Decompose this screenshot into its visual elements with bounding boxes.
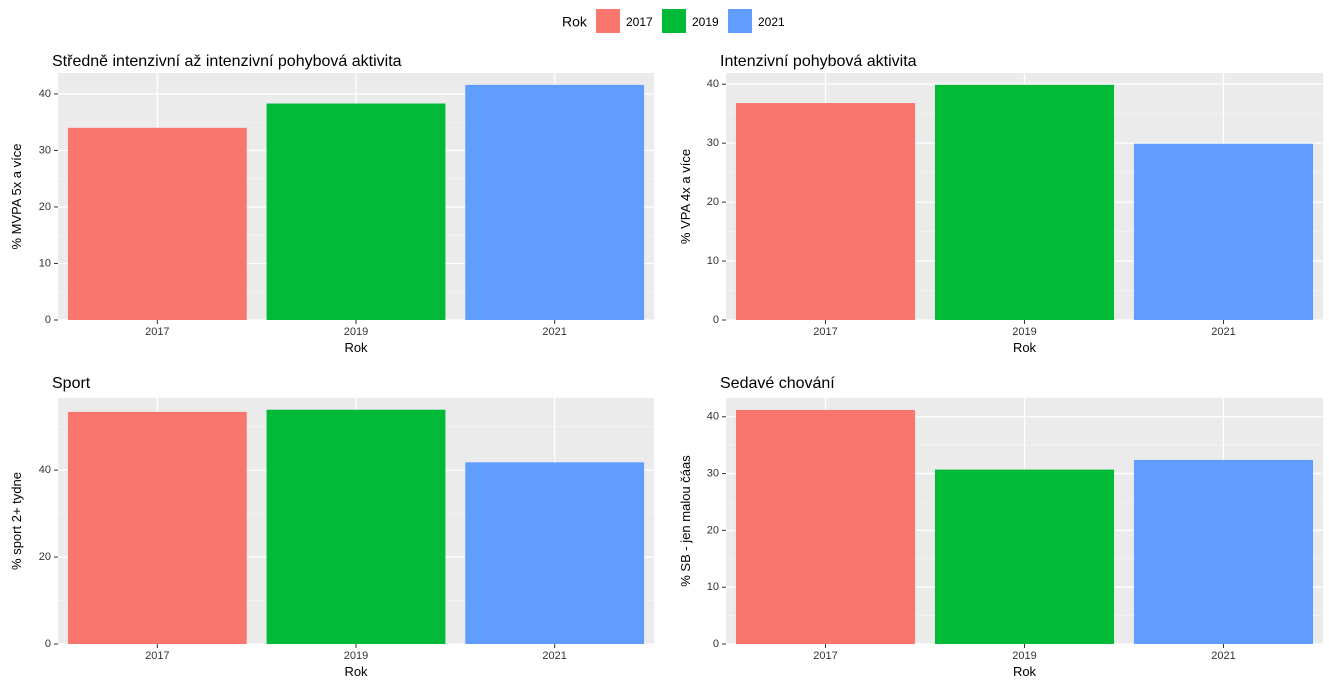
panel-title: Sedavé chování — [720, 375, 835, 392]
x-tick-label: 2019 — [344, 650, 368, 662]
y-tick-label: 0 — [45, 638, 51, 650]
x-tick-label: 2021 — [542, 326, 566, 338]
y-tick-label: 0 — [713, 314, 719, 326]
bar-2021 — [1133, 459, 1314, 644]
bar-2019 — [266, 409, 446, 644]
y-axis-title: % SB - jen malou čáas — [678, 455, 693, 587]
chart-panel-1: Středně intenzivní až intenzivní pohybov… — [9, 53, 654, 355]
y-tick-label: 40 — [39, 464, 51, 476]
bar-2017 — [67, 411, 247, 644]
x-axis-title: Rok — [344, 664, 368, 679]
legend-swatch-2017 — [596, 9, 620, 33]
bar-2019 — [934, 84, 1115, 320]
legend-swatch-2021 — [728, 9, 752, 33]
x-tick-label: 2021 — [1211, 650, 1235, 662]
bar-2021 — [1133, 143, 1314, 320]
x-axis-title: Rok — [1013, 664, 1037, 679]
panel-title: Intenzivní pohybová aktivita — [720, 53, 917, 70]
x-tick-label: 2017 — [813, 650, 837, 662]
bar-2021 — [465, 84, 645, 320]
x-tick-label: 2019 — [1012, 326, 1036, 338]
x-tick-label: 2019 — [1012, 650, 1036, 662]
y-axis-title: % VPA 4x a více — [678, 149, 693, 244]
legend: Rok 2017 2019 2021 — [562, 9, 785, 33]
y-tick-label: 20 — [39, 551, 51, 563]
legend-label-2017: 2017 — [626, 15, 653, 29]
y-tick-label: 10 — [707, 255, 719, 267]
x-tick-label: 2019 — [344, 326, 368, 338]
y-tick-label: 30 — [707, 137, 719, 149]
legend-title: Rok — [562, 14, 588, 30]
x-tick-label: 2017 — [145, 326, 169, 338]
y-tick-label: 10 — [39, 257, 51, 269]
bar-2019 — [266, 103, 446, 321]
bar-2017 — [735, 103, 916, 320]
chart-panel-2: Intenzivní pohybová aktivita 0 10 20 30 40 201… — [678, 53, 1323, 355]
y-tick-label: 0 — [45, 314, 51, 326]
panel-title: Středně intenzivní až intenzivní pohybov… — [52, 53, 402, 70]
y-tick-label: 30 — [39, 144, 51, 156]
x-tick-label: 2021 — [1211, 326, 1235, 338]
y-tick-label: 40 — [39, 88, 51, 100]
legend-label-2019: 2019 — [692, 15, 719, 29]
bar-2017 — [735, 409, 916, 644]
legend-label-2021: 2021 — [758, 15, 785, 29]
y-axis-title: % sport 2+ tydne — [9, 472, 24, 570]
chart-panel-3: Sport 0 20 40 2017 2019 2021 Rok % sport 2+ tydn… — [9, 375, 654, 679]
chart-panel-4: Sedavé chování 0 10 20 30 40 2017 2019 2021 Rok % … — [678, 375, 1323, 679]
y-tick-label: 20 — [39, 201, 51, 213]
y-axis-title: % MVPA 5x a více — [9, 144, 24, 250]
x-axis-title: Rok — [344, 340, 368, 355]
bar-2021 — [465, 462, 645, 644]
y-tick-label: 0 — [713, 638, 719, 650]
y-tick-label: 40 — [707, 78, 719, 90]
x-axis-title: Rok — [1013, 340, 1037, 355]
panel-title: Sport — [52, 375, 91, 392]
y-tick-label: 20 — [707, 196, 719, 208]
x-tick-label: 2021 — [542, 650, 566, 662]
y-tick-label: 40 — [707, 411, 719, 423]
y-tick-label: 10 — [707, 581, 719, 593]
legend-swatch-2019 — [662, 9, 686, 33]
y-tick-label: 30 — [707, 467, 719, 479]
x-tick-label: 2017 — [813, 326, 837, 338]
y-tick-label: 20 — [707, 524, 719, 536]
bar-2017 — [67, 127, 247, 321]
x-tick-label: 2017 — [145, 650, 169, 662]
bar-2019 — [934, 469, 1115, 644]
